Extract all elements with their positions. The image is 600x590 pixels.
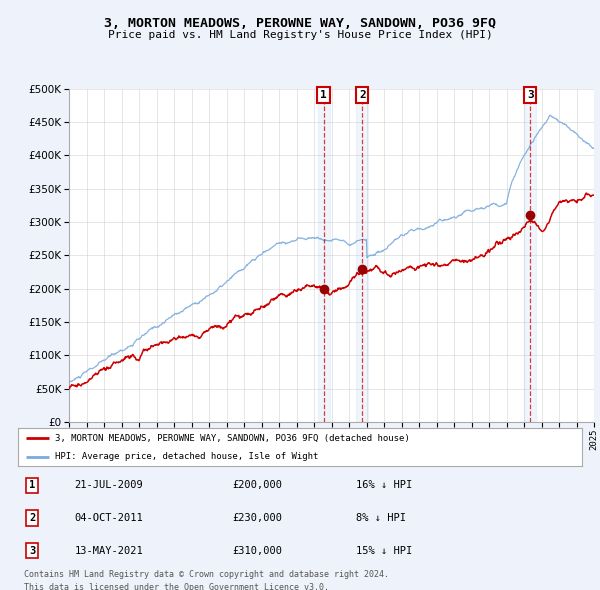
Bar [317,88,330,422]
Text: 15% ↓ HPI: 15% ↓ HPI [356,546,413,556]
Text: 3: 3 [29,546,35,556]
Text: 04-OCT-2011: 04-OCT-2011 [74,513,143,523]
Text: £200,000: £200,000 [232,480,283,490]
Text: Contains HM Land Registry data © Crown copyright and database right 2024.: Contains HM Land Registry data © Crown c… [24,570,389,579]
Bar [356,88,368,422]
Text: 3, MORTON MEADOWS, PEROWNE WAY, SANDOWN, PO36 9FQ (detached house): 3, MORTON MEADOWS, PEROWNE WAY, SANDOWN,… [55,434,409,443]
Text: 3, MORTON MEADOWS, PEROWNE WAY, SANDOWN, PO36 9FQ: 3, MORTON MEADOWS, PEROWNE WAY, SANDOWN,… [104,17,496,30]
Text: 3: 3 [527,90,533,100]
Text: Price paid vs. HM Land Registry's House Price Index (HPI): Price paid vs. HM Land Registry's House … [107,30,493,40]
Text: This data is licensed under the Open Government Licence v3.0.: This data is licensed under the Open Gov… [24,583,329,590]
Text: 21-JUL-2009: 21-JUL-2009 [74,480,143,490]
Text: £310,000: £310,000 [232,546,283,556]
Text: 2: 2 [29,513,35,523]
Text: 8% ↓ HPI: 8% ↓ HPI [356,513,406,523]
Text: 1: 1 [320,90,327,100]
Bar [524,88,536,422]
Text: 13-MAY-2021: 13-MAY-2021 [74,546,143,556]
Text: £230,000: £230,000 [232,513,283,523]
Text: 2: 2 [359,90,365,100]
Text: 1: 1 [29,480,35,490]
Text: 16% ↓ HPI: 16% ↓ HPI [356,480,413,490]
Text: HPI: Average price, detached house, Isle of Wight: HPI: Average price, detached house, Isle… [55,452,318,461]
